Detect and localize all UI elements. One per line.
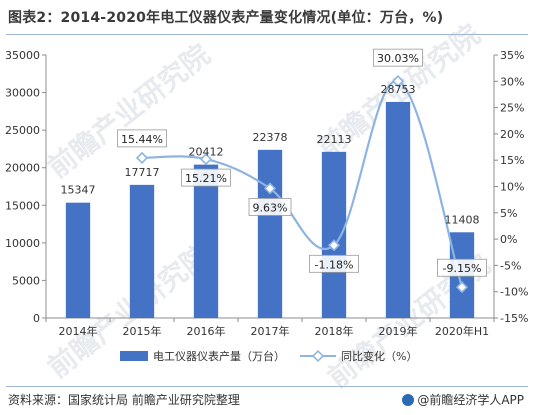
- bar: [65, 202, 91, 318]
- y-left-tick-label: 20000: [5, 162, 40, 175]
- bar-value-label: 22378: [253, 131, 288, 144]
- growth-label-box: [248, 198, 292, 216]
- growth-label-box: [117, 129, 168, 148]
- y-left-tick-label: 25000: [5, 124, 40, 137]
- source-divider: [6, 386, 528, 387]
- growth-value-label: -9.15%: [443, 262, 482, 275]
- y-left-tick-label: 5000: [12, 274, 40, 287]
- bar-value-label: 15347: [61, 184, 96, 197]
- x-tick-label: 2016年: [187, 324, 226, 338]
- y-right-tick-label: 0%: [500, 233, 517, 246]
- growth-point-marker: [263, 182, 277, 195]
- y-left-tick-label: 15000: [5, 199, 40, 212]
- brand-text: @前瞻经济学人APP: [417, 393, 524, 407]
- growth-value-label: 15.44%: [121, 133, 163, 146]
- y-right-tick-label: 10%: [500, 181, 524, 194]
- y-right-tick-label: 20%: [500, 128, 524, 141]
- y-right-tick-label: 5%: [500, 207, 517, 220]
- growth-point-marker: [455, 281, 469, 294]
- bar-value-label: 22113: [317, 133, 352, 146]
- growth-label-box: [180, 168, 231, 187]
- title-divider: [6, 34, 528, 35]
- bar: [321, 151, 347, 318]
- source-note: 资料来源：国家统计局 前瞻产业研究院整理: [8, 393, 240, 407]
- growth-value-label: 9.63%: [253, 201, 288, 214]
- bar: [385, 101, 411, 318]
- bar: [129, 184, 155, 318]
- bar-value-label: 20412: [189, 146, 224, 159]
- chart-title: 图表2：2014-2020年电工仪器仪表产量变化情况(单位：万台，%): [8, 10, 444, 26]
- x-tick-label: 2019年: [379, 324, 418, 338]
- growth-label-box: [372, 48, 423, 67]
- legend-bar-swatch: [120, 351, 148, 361]
- x-tick-label: 2014年: [59, 324, 98, 338]
- bar-value-label: 17717: [125, 166, 160, 179]
- x-tick-label: 2020年H1: [435, 324, 489, 338]
- growth-point-marker: [135, 151, 149, 164]
- y-left-tick-label: 0: [33, 312, 40, 325]
- growth-point-marker: [199, 153, 213, 166]
- growth-label-box: [436, 258, 487, 277]
- y-right-tick-label: 35%: [500, 49, 524, 62]
- y-right-tick-label: -10%: [500, 286, 528, 299]
- x-tick-label: 2017年: [251, 324, 290, 338]
- growth-value-label: 15.21%: [185, 172, 227, 185]
- bar: [193, 164, 219, 318]
- x-tick-label: 2018年: [315, 324, 354, 338]
- growth-label-box: [308, 254, 359, 273]
- y-left-tick-label: 30000: [5, 87, 40, 100]
- bar-value-label: 28753: [381, 83, 416, 96]
- y-right-tick-label: 15%: [500, 154, 524, 167]
- legend-line-marker: [311, 349, 325, 363]
- growth-value-label: 30.03%: [377, 52, 419, 65]
- growth-point-marker: [391, 75, 405, 88]
- bar-value-label: 11408: [445, 213, 480, 226]
- y-right-tick-label: -5%: [500, 259, 521, 272]
- y-left-tick-label: 35000: [5, 49, 40, 62]
- growth-point-marker: [327, 239, 341, 252]
- y-left-tick-label: 10000: [5, 237, 40, 250]
- legend-line-label: 同比变化（%）: [341, 349, 417, 363]
- y-right-tick-label: 25%: [500, 102, 524, 115]
- y-right-tick-label: 30%: [500, 75, 524, 88]
- brand-credit: @前瞻经济学人APP: [402, 391, 524, 408]
- growth-value-label: -1.18%: [315, 258, 354, 271]
- x-tick-label: 2015年: [123, 324, 162, 338]
- brand-logo-icon: [402, 394, 415, 406]
- y-right-tick-label: -15%: [500, 312, 528, 325]
- bar: [257, 149, 283, 318]
- legend-bar-label: 电工仪器仪表产量（万台）: [153, 349, 285, 363]
